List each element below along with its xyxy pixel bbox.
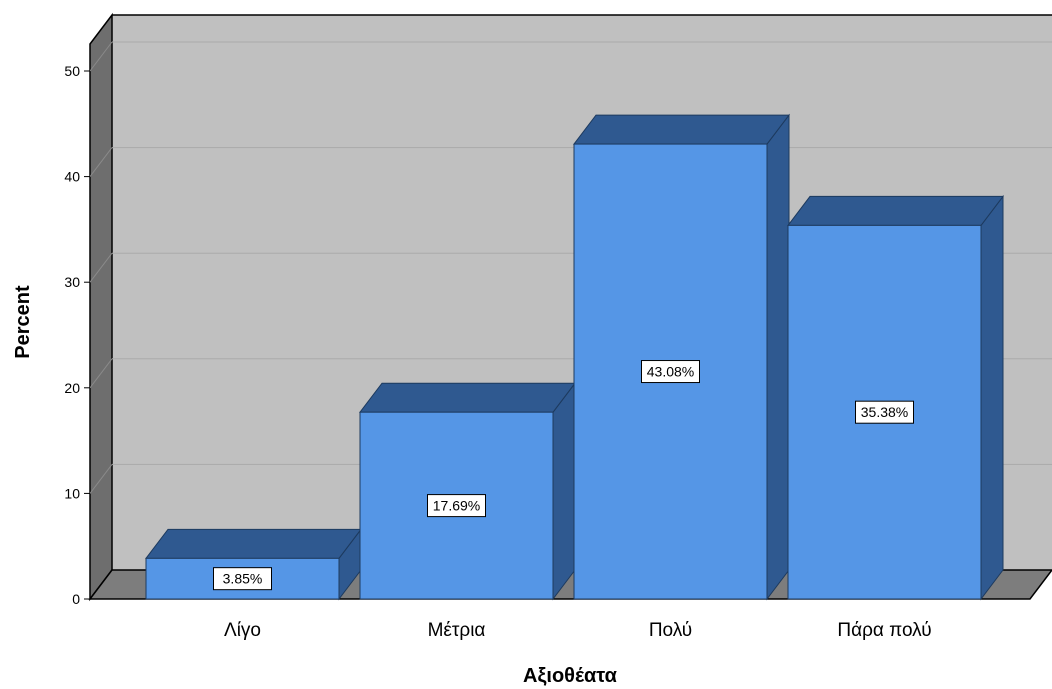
bar-0: 3.85%: [144, 527, 363, 601]
bar-side: [766, 113, 790, 601]
data-label: 43.08%: [647, 364, 694, 380]
y-tick-label: 50: [64, 63, 80, 79]
bar-top: [786, 195, 1005, 226]
left-wall: [89, 12, 113, 602]
grid-line-side: [89, 147, 113, 177]
bar-top: [572, 114, 791, 145]
data-label-box: [641, 360, 700, 384]
bar-3: 35.38%: [786, 194, 1005, 601]
grid-line-side: [89, 252, 113, 283]
y-axis-title: Percent: [12, 285, 34, 359]
bar-side: [980, 194, 1004, 601]
bar-top: [144, 528, 363, 559]
y-tick-label: 20: [64, 380, 80, 396]
data-label: 3.85%: [223, 571, 263, 587]
data-label-box: [427, 494, 486, 518]
bar-top: [358, 382, 577, 413]
x-tick-label: Μέτρια: [428, 620, 486, 641]
x-axis: Λίγο Μέτρια Πολύ Πάρα πολύ: [224, 620, 932, 641]
x-tick-label: Λίγο: [224, 620, 261, 641]
grid-line-side: [89, 358, 113, 389]
x-tick-label: Πολύ: [649, 620, 692, 641]
y-tick-label: 30: [64, 274, 80, 290]
y-tick-label: 10: [64, 485, 80, 501]
data-label: 17.69%: [433, 498, 480, 514]
bar-front: [359, 411, 554, 600]
data-label-box: [213, 567, 272, 591]
grid-line-side: [89, 41, 113, 72]
y-tick-label: 0: [72, 591, 80, 607]
y-axis: 0 10 20 30 40 50: [64, 63, 90, 607]
x-axis-title: Αξιοθέατα: [523, 665, 618, 687]
data-label: 35.38%: [861, 404, 908, 420]
data-label-box: [855, 400, 914, 424]
y-tick-label: 40: [64, 169, 80, 185]
bars: 3.85% 17.69% 43.08% 35.38%: [144, 113, 1005, 601]
bar-side: [552, 381, 576, 601]
x-tick-label: Πάρα πολύ: [837, 620, 931, 641]
bar-2: 43.08%: [572, 113, 791, 601]
grid-line-side: [89, 464, 113, 494]
bar-1: 17.69%: [358, 381, 577, 601]
